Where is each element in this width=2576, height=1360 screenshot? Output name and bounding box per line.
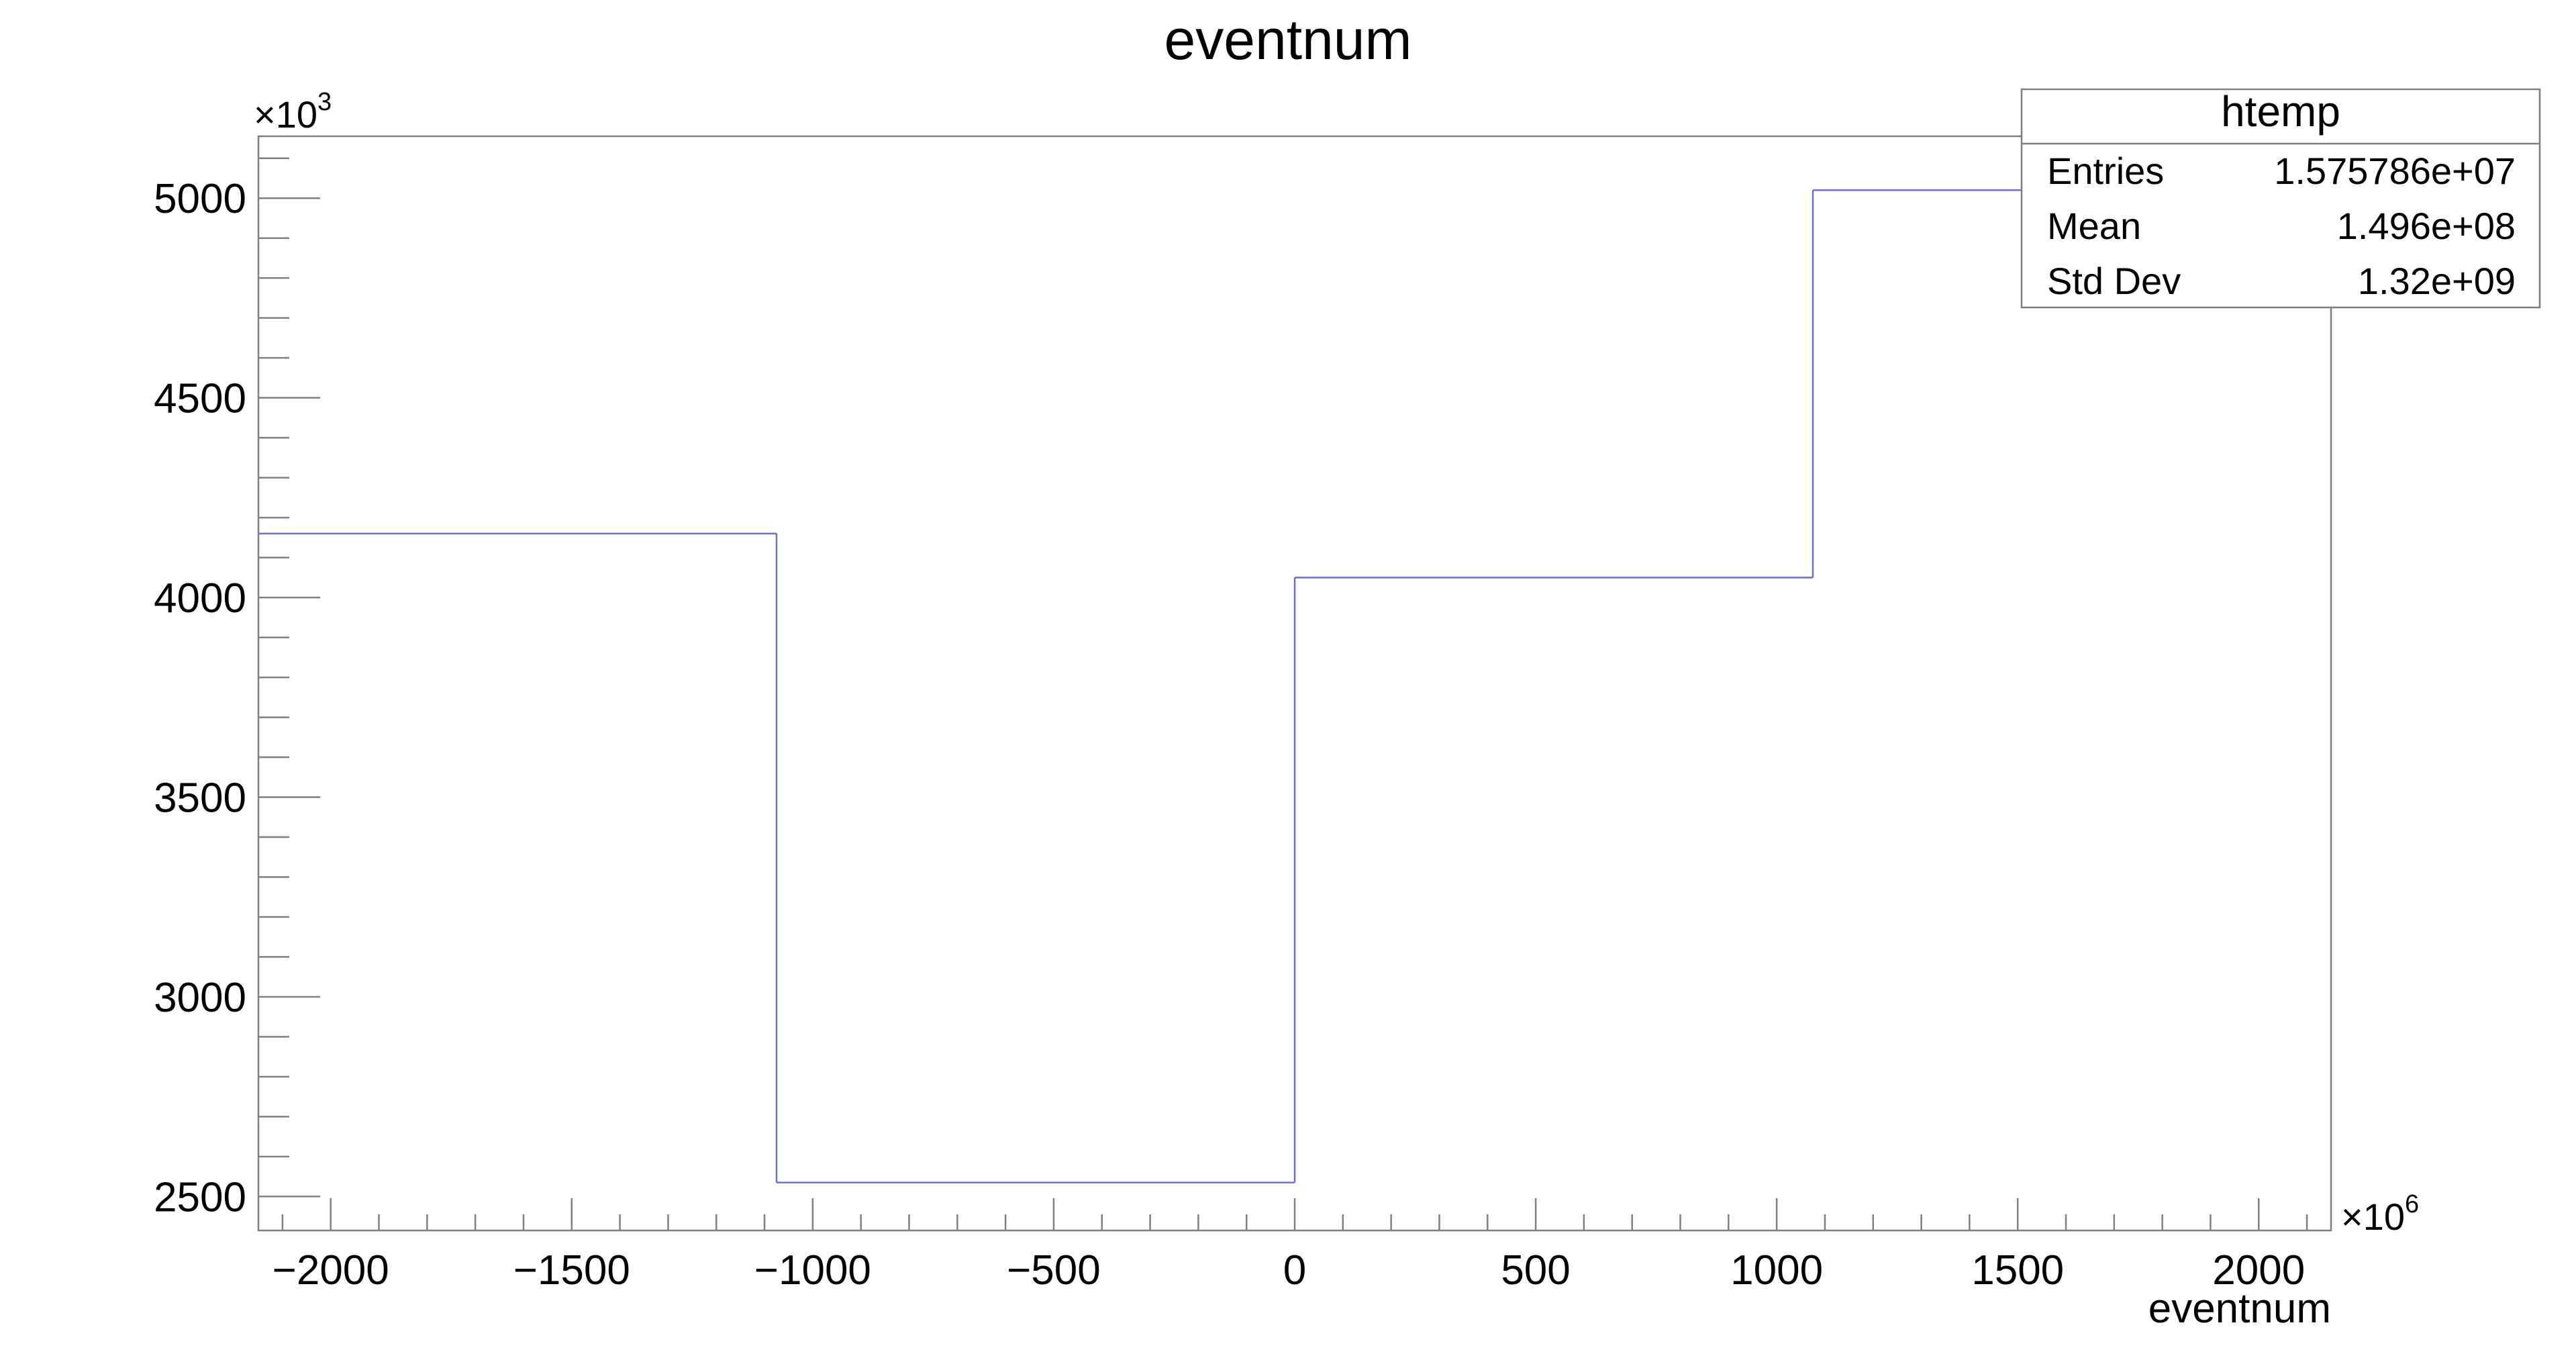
y-tick-label: 3000 [154,975,246,1021]
x-tick-label: −1500 [513,1247,630,1294]
y-tick-label: 5000 [154,176,246,222]
x-tick-label: −2000 [273,1247,389,1294]
x-axis-title: eventnum [2148,1285,2331,1332]
x-axis-multiplier: ×106 [2341,1190,2419,1238]
x-tick-label: 0 [1283,1247,1306,1294]
stats-box-frame [2020,88,2541,309]
stats-stddev-value: 1.32e+09 [2358,260,2516,302]
stats-mean-value: 1.496e+08 [2337,205,2516,247]
x-tick-label: 1000 [1730,1247,1823,1294]
stats-entries-label: Entries [2047,150,2164,192]
y-tick-label: 3500 [154,775,246,822]
y-tick-label: 2500 [154,1174,246,1220]
stats-box-title: htemp [2221,87,2340,136]
x-axis-tick-labels: −2000 −1500 −1000 −500 0 500 1000 1500 2000 [273,1247,2306,1294]
x-tick-label: −1000 [754,1247,871,1294]
x-tick-label: 1500 [1971,1247,2064,1294]
y-tick-label: 4000 [154,575,246,622]
y-axis-multiplier: ×103 [254,88,332,136]
x-tick-label: 2000 [2212,1247,2305,1294]
x-tick-label: 500 [1501,1247,1570,1294]
stats-mean-label: Mean [2047,205,2141,247]
y-tick-label: 4500 [154,376,246,422]
stats-entries-value: 1.575786e+07 [2274,150,2516,192]
stats-stddev-label: Std Dev [2047,260,2181,302]
chart-title: eventnum [1165,8,1412,71]
y-axis-tick-labels: 2500 3000 3500 4000 4500 5000 [154,176,246,1220]
y-axis-ticks [258,157,320,1198]
x-axis-ticks [281,1198,2308,1230]
histogram-series [258,189,2331,1183]
x-tick-label: −500 [1007,1247,1101,1294]
stats-box: htemp Entries 1.575786e+07 Mean 1.496e+0… [2020,87,2541,309]
